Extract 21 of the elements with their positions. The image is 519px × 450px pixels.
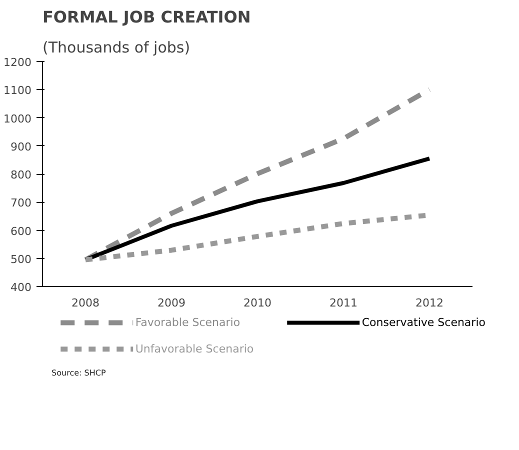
x-tick-label: 2011 <box>330 296 358 310</box>
text: Conservative Scenario <box>362 316 486 330</box>
y-tick-label: 500 <box>10 252 32 266</box>
line-series <box>84 156 432 262</box>
chart-subtitle: (Thousands of jobs) <box>42 38 190 56</box>
chart-title: FORMAL JOB CREATION <box>42 8 251 26</box>
y-tick-label: 1200 <box>4 56 32 69</box>
x-tick-label: 2008 <box>72 296 100 310</box>
x-tick-label: 2012 <box>416 296 444 310</box>
x-tick-label: 2009 <box>158 296 186 310</box>
x-tick-label: 2010 <box>244 296 272 310</box>
y-tick-label: 900 <box>10 140 32 154</box>
text: Favorable Scenario <box>135 316 240 330</box>
y-tick-label: 800 <box>10 168 32 182</box>
y-tick-label: 400 <box>10 281 32 294</box>
y-tick-label: 700 <box>10 196 32 210</box>
y-tick-label: 600 <box>10 224 32 238</box>
text: Unfavorable Scenario <box>135 342 254 356</box>
y-tick-label: 1000 <box>4 112 32 126</box>
y-tick-label: 1100 <box>4 84 32 98</box>
source-note: Source: SHCP <box>52 368 106 378</box>
